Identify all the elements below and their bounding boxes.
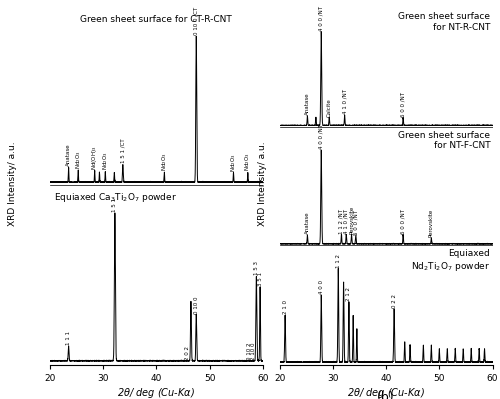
Text: Nd$_2$O$_3$: Nd$_2$O$_3$ — [74, 150, 82, 169]
Text: XRD Intensity/ a.u.: XRD Intensity/ a.u. — [258, 141, 267, 226]
Text: 0 10 2: 0 10 2 — [247, 342, 252, 360]
Text: 0 10 0 /CT: 0 10 0 /CT — [194, 7, 199, 36]
Text: Calcite: Calcite — [326, 98, 332, 117]
Text: Green sheet surface
for NT-F-CNT: Green sheet surface for NT-F-CNT — [398, 131, 490, 150]
Text: 2 1 2: 2 1 2 — [346, 287, 352, 301]
Text: Equiaxed
Nd$_2$Ti$_2$O$_7$ powder: Equiaxed Nd$_2$Ti$_2$O$_7$ powder — [412, 249, 490, 273]
Text: 5 0 0 /NT: 5 0 0 /NT — [354, 209, 358, 235]
Text: 4 0 0: 4 0 0 — [318, 280, 324, 294]
Text: Green sheet surface for CT-R-CNT: Green sheet surface for CT-R-CNT — [80, 15, 232, 24]
Text: Equiaxed Ca$_3$Ti$_2$O$_7$ powder: Equiaxed Ca$_3$Ti$_2$O$_7$ powder — [54, 191, 177, 204]
Text: 1 1 1: 1 1 1 — [66, 331, 71, 345]
Text: 0 10 0: 0 10 0 — [194, 296, 199, 314]
Text: 2 10 0: 2 10 0 — [250, 342, 256, 360]
Text: 4 0 0 /NT: 4 0 0 /NT — [318, 124, 324, 149]
Text: Nd(OH)$_3$: Nd(OH)$_3$ — [90, 145, 99, 170]
Text: 1 1 2 /NT: 1 1 2 /NT — [339, 209, 344, 234]
Text: 0 2 2: 0 2 2 — [392, 294, 396, 308]
Text: Green sheet surface
for NT-R-CNT: Green sheet surface for NT-R-CNT — [398, 12, 490, 32]
Text: Nd$_2$O$_3$: Nd$_2$O$_3$ — [229, 153, 238, 172]
Text: Nd$_2$O$_3$: Nd$_2$O$_3$ — [244, 153, 252, 172]
Text: XRD Intensity/ a.u.: XRD Intensity/ a.u. — [8, 141, 17, 226]
Text: 1 1 2: 1 1 2 — [336, 254, 341, 268]
X-axis label: 2$\theta$/ deg (Cu-$K\alpha$): 2$\theta$/ deg (Cu-$K\alpha$) — [347, 386, 425, 399]
Text: (b): (b) — [378, 391, 395, 399]
Text: Perovskite: Perovskite — [349, 206, 354, 234]
Text: Perovskite: Perovskite — [429, 209, 434, 237]
Text: 1 5 3: 1 5 3 — [254, 261, 259, 275]
Text: 2 1 0: 2 1 0 — [282, 300, 288, 314]
Text: Anatase: Anatase — [66, 143, 71, 166]
Text: Nd$_2$O$_3$: Nd$_2$O$_3$ — [160, 152, 169, 171]
Text: Anatase: Anatase — [305, 93, 310, 115]
Text: Nd$_2$O$_3$: Nd$_2$O$_3$ — [101, 152, 110, 170]
Text: 4 1 0 /NT: 4 1 0 /NT — [344, 209, 348, 234]
Text: 2 0 2: 2 0 2 — [184, 346, 190, 360]
Text: 4 0 0 /NT: 4 0 0 /NT — [318, 6, 324, 31]
Text: 3 5 1: 3 5 1 — [258, 272, 262, 286]
X-axis label: 2$\theta$/ deg (Cu-$K\alpha$): 2$\theta$/ deg (Cu-$K\alpha$) — [118, 386, 196, 399]
Text: 1 5 1 /CT: 1 5 1 /CT — [120, 138, 126, 163]
Text: 6 0 0 /NT: 6 0 0 /NT — [400, 92, 406, 117]
Text: 4 1 0 /NT: 4 1 0 /NT — [342, 89, 347, 115]
Text: 6 0 0 /NT: 6 0 0 /NT — [400, 209, 406, 234]
Text: Anatase: Anatase — [305, 212, 310, 235]
Text: 1 5 1: 1 5 1 — [112, 198, 117, 212]
